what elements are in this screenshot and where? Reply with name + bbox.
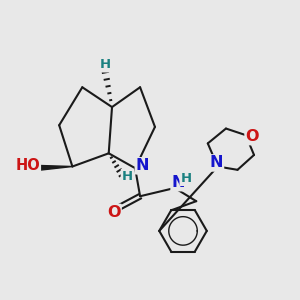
Text: H: H bbox=[100, 58, 111, 71]
Text: H: H bbox=[122, 170, 133, 183]
Text: N: N bbox=[136, 158, 149, 173]
Text: HO: HO bbox=[15, 158, 40, 173]
Text: N: N bbox=[172, 175, 185, 190]
Text: O: O bbox=[107, 205, 121, 220]
Text: O: O bbox=[246, 129, 259, 144]
Text: H: H bbox=[181, 172, 192, 185]
Text: N: N bbox=[209, 155, 223, 170]
Polygon shape bbox=[31, 165, 72, 171]
